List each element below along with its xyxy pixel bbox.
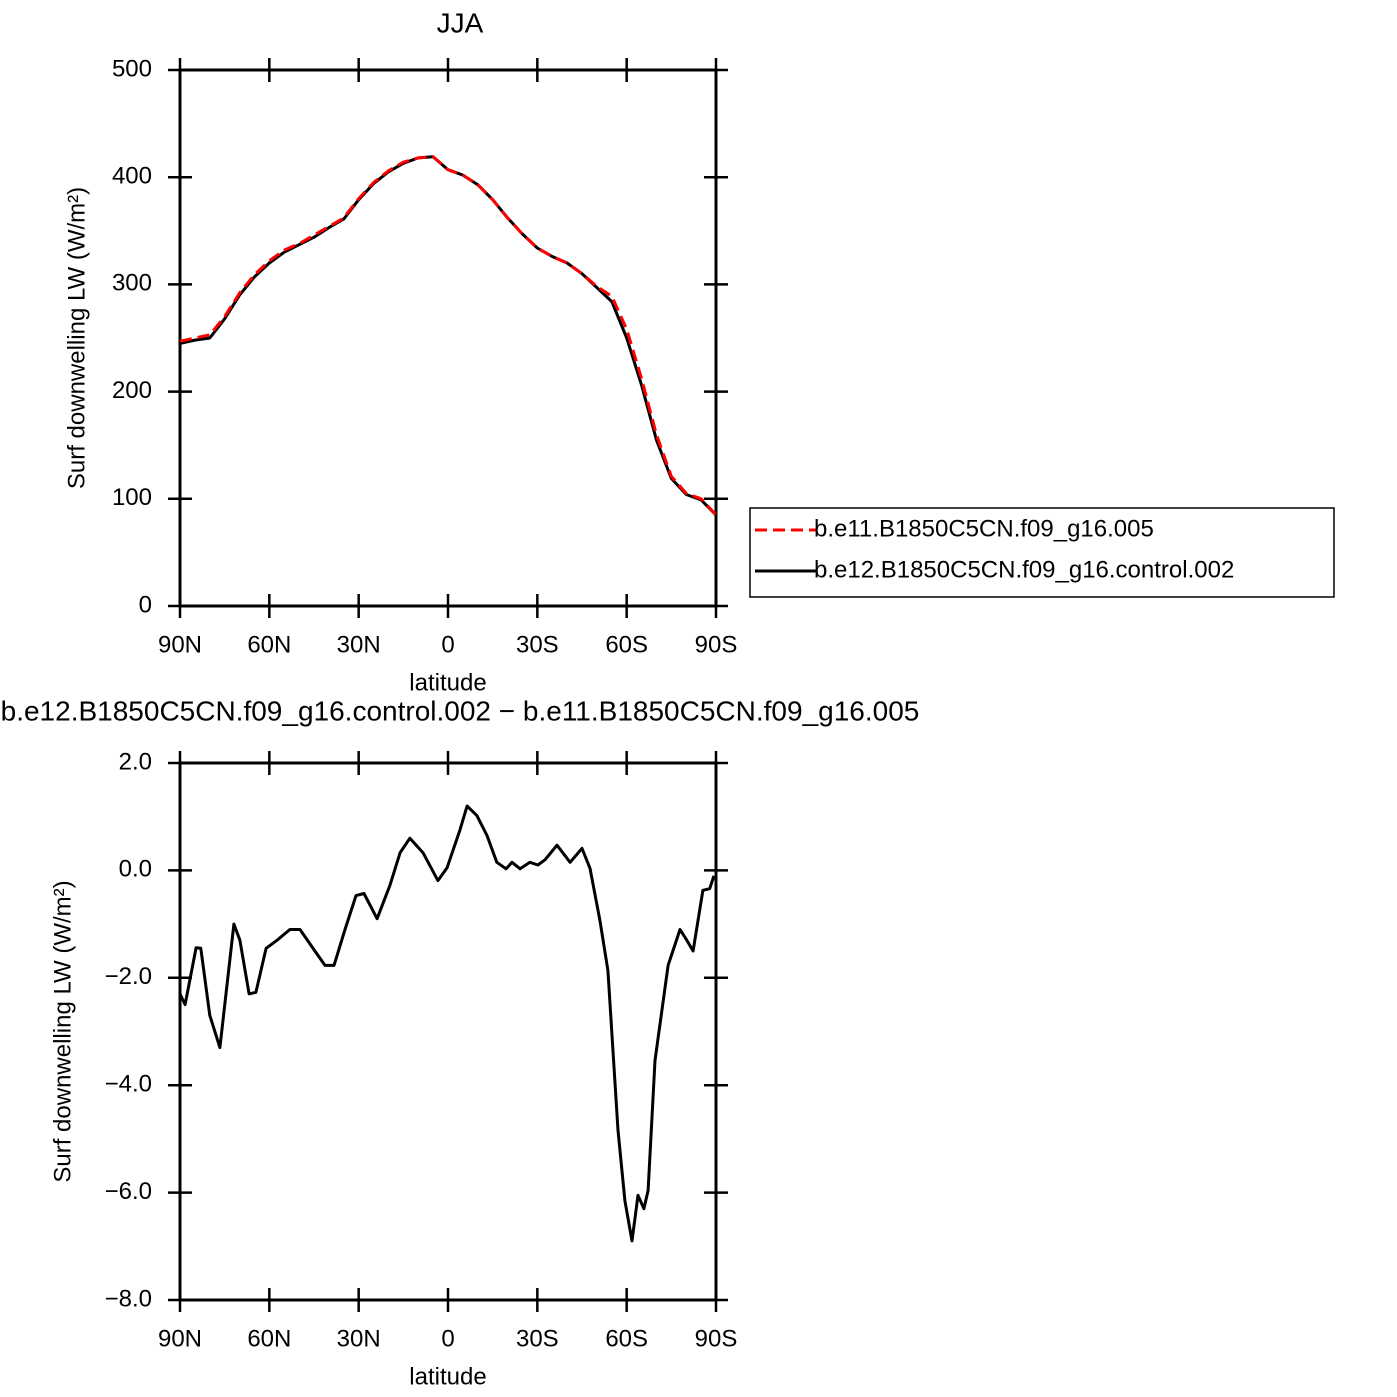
x-tick-label: 0 [441, 631, 454, 658]
data-line [179, 155, 718, 516]
y-tick-label: 100 [112, 484, 152, 511]
legend-label: b.e12.B1850C5CN.f09_g16.control.002 [814, 556, 1234, 583]
x-tick-label: 90S [695, 1325, 738, 1352]
x-axis-label: latitude [409, 1363, 486, 1390]
y-tick-label: 500 [112, 55, 152, 82]
x-tick-label: 60S [605, 1325, 648, 1352]
y-tick-label: 300 [112, 270, 152, 297]
data-line [178, 804, 716, 1243]
legend-label: b.e11.B1850C5CN.f09_g16.005 [814, 515, 1154, 542]
y-tick-label: 0 [139, 591, 152, 618]
x-tick-label: 30N [337, 1325, 381, 1352]
y-tick-label: −6.0 [105, 1178, 152, 1205]
x-tick-label: 0 [441, 1325, 454, 1352]
x-tick-label: 90N [158, 1325, 202, 1352]
x-tick-label: 30S [516, 631, 559, 658]
x-tick-label: 60N [247, 1325, 291, 1352]
x-tick-label: 60S [605, 631, 648, 658]
y-tick-label: −2.0 [105, 963, 152, 990]
y-tick-label: 200 [112, 377, 152, 404]
y-axis-label: Surf downwelling LW (W/m²) [63, 187, 90, 489]
legend-box [749, 507, 1335, 598]
data-line [179, 155, 718, 516]
y-tick-label: 2.0 [119, 748, 152, 775]
x-tick-label: 90N [158, 631, 202, 658]
x-tick-label: 60N [247, 631, 291, 658]
x-tick-label: 90S [695, 631, 738, 658]
plot-frame [178, 68, 718, 608]
y-tick-label: −8.0 [105, 1285, 152, 1312]
x-tick-label: 30N [337, 631, 381, 658]
chart-title: JJA [437, 7, 484, 38]
y-tick-label: 0.0 [119, 856, 152, 883]
y-tick-label: 400 [112, 163, 152, 190]
x-axis-label: latitude [409, 669, 486, 696]
y-tick-label: −4.0 [105, 1071, 152, 1098]
chart-title: b.e12.B1850C5CN.f09_g16.control.002 − b.… [1, 695, 920, 726]
x-tick-label: 30S [516, 1325, 559, 1352]
y-axis-label: Surf downwelling LW (W/m²) [49, 880, 76, 1182]
